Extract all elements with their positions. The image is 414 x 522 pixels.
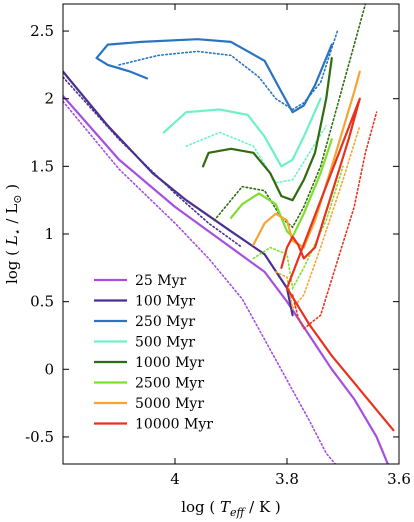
y-tick-label: 1 (44, 225, 54, 243)
series-10000-myr-dotted-line (291, 111, 378, 330)
y-axis-label: log ( L⋆ / L⊙ ) (3, 184, 24, 284)
legend-label: 250 Myr (135, 314, 195, 330)
x-axis-label-symbol: T (220, 498, 231, 516)
series-25-myr-solid-line (63, 94, 389, 464)
y-tick-label: 2.5 (30, 22, 54, 40)
x-tick-label: 3.8 (275, 470, 299, 488)
series-1000-myr-dotted-line (213, 4, 367, 229)
y-tick-label: 0.5 (30, 293, 54, 311)
series-5000-myr-dotted-line (275, 125, 361, 311)
y-tick-label: 1.5 (30, 157, 54, 175)
x-axis-label: log ( Teff / K ) (181, 498, 281, 519)
legend-label: 2500 Myr (135, 376, 204, 392)
series-1000-myr-solid-line (201, 57, 333, 202)
y-axis-label-subscript: ⋆ (11, 228, 24, 235)
y-axis-label-subscript: ⊙ (11, 195, 24, 204)
x-axis-label-subscript: eff (230, 506, 247, 519)
series-10000-myr-solid-line (280, 97, 395, 432)
y-axis-label-part: log ( (3, 245, 21, 284)
series-100-myr-dotted-line (63, 76, 243, 249)
y-axis-label-part: ) (3, 184, 21, 195)
series-2500-myr-solid-line (229, 138, 333, 238)
y-axis-label-part: / L (3, 204, 21, 229)
x-axis-label-part: / K ) (244, 498, 280, 516)
ticks: 4 3.8 3.6 2.5 2 1.5 1 0.5 0 -0.5 (25, 4, 411, 488)
legend-label: 1000 Myr (135, 355, 204, 371)
series-500-myr-solid-line (162, 97, 322, 168)
x-axis-label-part: log ( (181, 498, 220, 516)
legend-label: 10000 Myr (135, 417, 213, 433)
series-2500-myr-dotted-line (252, 165, 344, 291)
plot-lines (63, 4, 395, 464)
legend: 25 Myr 100 Myr 250 Myr 500 Myr 1000 Myr 2500 … (94, 273, 213, 433)
series-5000-myr-solid-line (252, 70, 361, 249)
legend-label: 500 Myr (135, 335, 195, 351)
y-axis-label-symbol: L (3, 235, 21, 246)
plot-frame (62, 3, 400, 465)
y-tick-label: -0.5 (25, 428, 54, 446)
y-tick-label: 2 (44, 90, 54, 108)
legend-label: 5000 Myr (135, 396, 204, 412)
series-25-myr-dotted-line (63, 100, 337, 464)
x-tick-label: 4 (170, 470, 180, 488)
legend-label: 25 Myr (135, 273, 187, 289)
series-250-myr-solid-line (95, 38, 333, 114)
series-250-myr-dotted-line (118, 30, 339, 111)
y-tick-label: 0 (44, 360, 54, 378)
series-100-myr-solid-line (63, 70, 294, 317)
x-tick-label: 3.6 (387, 470, 411, 488)
legend-label: 100 Myr (135, 294, 195, 310)
